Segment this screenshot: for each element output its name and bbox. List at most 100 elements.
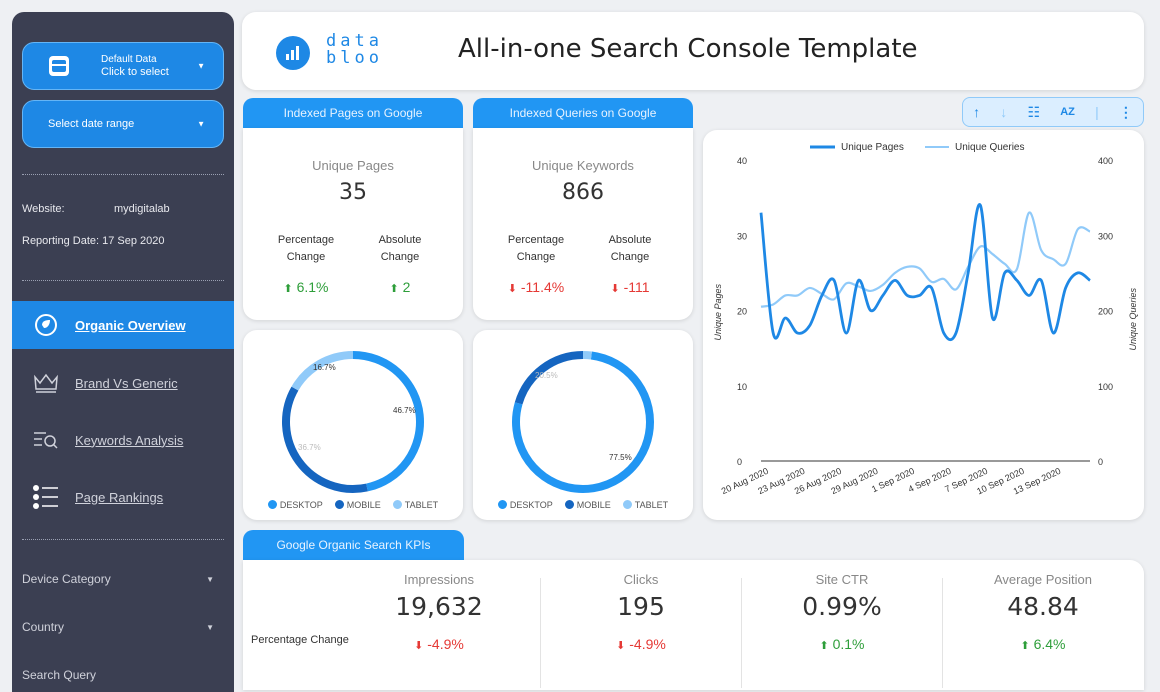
donut-chart-pages: 46.7% 36.7% 16.7% <box>282 351 424 493</box>
y-tick-label: 0 <box>737 457 742 467</box>
metric-label: Unique Keywords <box>532 158 634 173</box>
logo-line1: data <box>326 31 383 51</box>
divider <box>540 578 541 688</box>
filter-label: Device Category <box>22 572 111 586</box>
arrow-down-icon[interactable]: ↓ <box>1000 104 1008 120</box>
data-source-line1: Default Data <box>101 54 157 65</box>
legend-label: Unique Queries <box>955 142 1024 153</box>
kpi-change: ⬇ -4.9% <box>339 636 539 652</box>
y2-axis-title: Unique Queries <box>1128 287 1138 350</box>
kpi-site-ctr: Site CTR 0.99% ⬆ 0.1% <box>742 560 942 680</box>
kpi-label: Site CTR <box>815 572 869 587</box>
header: data bloo All-in-one Search Console Temp… <box>242 12 1144 90</box>
reporting-date-value: 17 Sep 2020 <box>102 235 165 247</box>
chevron-down-icon: ▼ <box>197 61 205 71</box>
reporting-date-row: Reporting Date: 17 Sep 2020 <box>22 235 165 247</box>
chevron-down-icon: ▼ <box>206 575 214 584</box>
kpi-change: ⬇ -4.9% <box>541 636 741 652</box>
donut-chart-queries: 77.5% 20.5% <box>512 351 654 493</box>
label-line: Percentage <box>507 234 565 246</box>
metric-label: Unique Pages <box>312 158 394 173</box>
nav-item-brand-vs-generic[interactable]: Brand Vs Generic <box>12 359 234 407</box>
tab-kpis: Google Organic Search KPIs <box>243 530 464 560</box>
arrow-up-icon[interactable]: ↑ <box>973 104 981 120</box>
filter-search-query[interactable]: Search Query <box>22 668 224 682</box>
logo-line2: bloo <box>326 48 383 68</box>
chart-toolbar: ↑ ↓ ☷ AZ | ⋮ <box>962 97 1144 127</box>
nav-item-organic-overview[interactable]: Organic Overview <box>12 301 234 349</box>
arrow-down-icon: ⬇ <box>616 640 626 652</box>
donut-slice-tablet <box>291 351 354 391</box>
date-range-selector[interactable]: Select date range ▼ <box>22 100 224 148</box>
divider <box>942 578 943 688</box>
y-tick-label: 20 <box>737 307 747 317</box>
more-vert-icon[interactable]: ⋮ <box>1118 103 1133 120</box>
legend-tablet: TABLET <box>392 500 438 510</box>
filter-settings-icon[interactable]: ☷ <box>1027 103 1041 120</box>
legend-tablet: TABLET <box>622 500 668 510</box>
y2-tick-label: 100 <box>1098 382 1113 392</box>
tab-indexed-pages: Indexed Pages on Google <box>243 98 463 128</box>
y-axis-title: Unique Pages <box>713 283 723 340</box>
leaf-icon <box>32 311 60 339</box>
page-title: All-in-one Search Console Template <box>458 34 918 64</box>
filter-label: Country <box>22 620 65 634</box>
label-line: Absolute <box>608 234 652 246</box>
kpi-label: Clicks <box>623 572 659 587</box>
nav-item-keywords-analysis[interactable]: Keywords Analysis <box>12 416 234 464</box>
label-line: Change <box>380 251 420 263</box>
donut-slice-mobile <box>282 386 368 493</box>
filter-label: Search Query <box>22 668 97 682</box>
data-source-line2: Click to select <box>101 66 169 78</box>
divider <box>22 174 224 175</box>
label-line: Absolute <box>378 234 422 246</box>
y-tick-label: 40 <box>737 156 747 166</box>
website-label: Website: <box>22 203 65 215</box>
kpi-value: 19,632 <box>395 592 483 621</box>
value-text: -4.9% <box>427 636 464 652</box>
nav-label: Keywords Analysis <box>75 432 184 448</box>
data-source-selector[interactable]: Default Data Click to select ▼ <box>22 42 224 90</box>
website-row: Website: mydigitalab <box>22 203 170 215</box>
sort-az-icon[interactable]: AZ <box>1060 106 1075 118</box>
kpi-change: ⬆ 0.1% <box>742 636 942 652</box>
bullet-list-icon <box>32 483 60 511</box>
pct-change-value: ⬆ 6.1% <box>261 279 351 295</box>
nav-item-page-rankings[interactable]: Page Rankings <box>12 473 234 521</box>
value-text: -111 <box>623 279 650 295</box>
row-label: Percentage Change <box>251 634 349 646</box>
donut-data-label: 16.7% <box>313 363 336 372</box>
y-tick-label: 30 <box>737 231 747 241</box>
value-text: 6.4% <box>1033 636 1066 652</box>
arrow-down-icon: ⬇ <box>610 283 620 295</box>
legend-desktop: DESKTOP <box>497 500 553 510</box>
sidebar: Default Data Click to select ▼ Select da… <box>12 12 234 692</box>
y2-tick-label: 0 <box>1098 457 1103 467</box>
label-line: Percentage <box>277 234 335 246</box>
bar-chart-logo-icon <box>276 36 310 70</box>
arrow-up-icon: ⬆ <box>1020 640 1030 652</box>
list-search-icon <box>32 426 60 454</box>
database-icon <box>49 56 69 76</box>
website-value: mydigitalab <box>114 203 170 215</box>
abs-change-label: Absolute Change <box>585 232 675 266</box>
abs-change-value: ⬇ -111 <box>585 279 675 295</box>
logo: data bloo <box>326 33 383 67</box>
value-text: -11.4% <box>520 279 565 295</box>
legend-label: Unique Pages <box>841 142 904 153</box>
y2-tick-label: 200 <box>1098 307 1113 317</box>
label-line: Change <box>286 251 326 263</box>
pct-change-label: Percentage Change <box>491 232 581 266</box>
donut-slice-desktop <box>512 351 654 493</box>
reporting-date-label: Reporting Date: <box>22 235 100 247</box>
donut-queries-card: 77.5% 20.5% DESKTOP MOBILE TABLET <box>473 330 693 520</box>
filter-country[interactable]: Country ▼ <box>22 620 224 634</box>
indexed-queries-card: Unique Keywords 866 Percentage Change Ab… <box>473 128 693 320</box>
legend-label: MOBILE <box>576 500 611 510</box>
filter-device-category[interactable]: Device Category ▼ <box>22 572 224 586</box>
kpi-label: Average Position <box>993 572 1093 587</box>
value-text: 0.1% <box>832 636 865 652</box>
donut-data-label: 36.7% <box>298 443 321 452</box>
y-tick-label: 10 <box>737 382 747 392</box>
